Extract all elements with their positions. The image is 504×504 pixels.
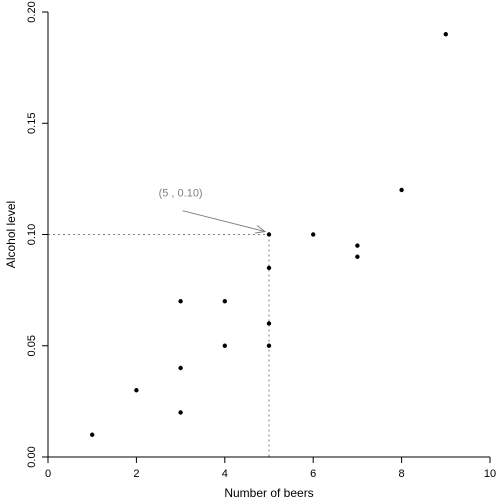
data-point	[399, 187, 404, 193]
x-tick-label: 2	[133, 468, 139, 480]
reference-lines	[48, 234, 270, 457]
annotation: (5 , 0.10)	[159, 188, 267, 234]
x-tick-label: 10	[484, 468, 496, 480]
data-point	[178, 410, 183, 415]
y-tick-label: 0.10	[26, 224, 38, 245]
y-tick-label: 0.20	[26, 1, 38, 22]
y-axis-label: Alcohol level	[4, 201, 18, 268]
data-point	[443, 32, 448, 37]
y-tick-label: 0.05	[26, 335, 38, 356]
y-axis: 0.00 0.05 0.10 0.15 0.20	[26, 1, 49, 468]
data-point	[222, 299, 227, 304]
data-point	[222, 343, 227, 348]
data-point	[134, 388, 139, 393]
x-tick-label: 4	[222, 468, 228, 480]
data-point	[266, 321, 272, 326]
data-point	[355, 254, 360, 259]
data-point	[266, 343, 272, 348]
y-tick-label: 0.00	[26, 446, 38, 467]
y-tick-label: 0.15	[26, 113, 38, 134]
data-point	[178, 299, 183, 304]
annotation-arrow	[182, 210, 266, 232]
x-tick-label: 8	[399, 468, 405, 480]
x-axis: 0 2 4 6 8 10	[45, 456, 496, 480]
data-points	[90, 32, 448, 437]
data-point	[178, 365, 183, 371]
data-point	[311, 232, 316, 237]
data-point	[90, 432, 95, 437]
x-tick-label: 6	[310, 468, 316, 480]
data-point	[355, 243, 360, 248]
x-axis-label: Number of beers	[224, 486, 313, 500]
x-tick-label: 0	[45, 468, 51, 480]
data-point	[266, 232, 272, 237]
annotation-label: (5 , 0.10)	[159, 188, 203, 200]
annotation-arrowhead	[255, 225, 267, 234]
data-point	[266, 265, 272, 271]
